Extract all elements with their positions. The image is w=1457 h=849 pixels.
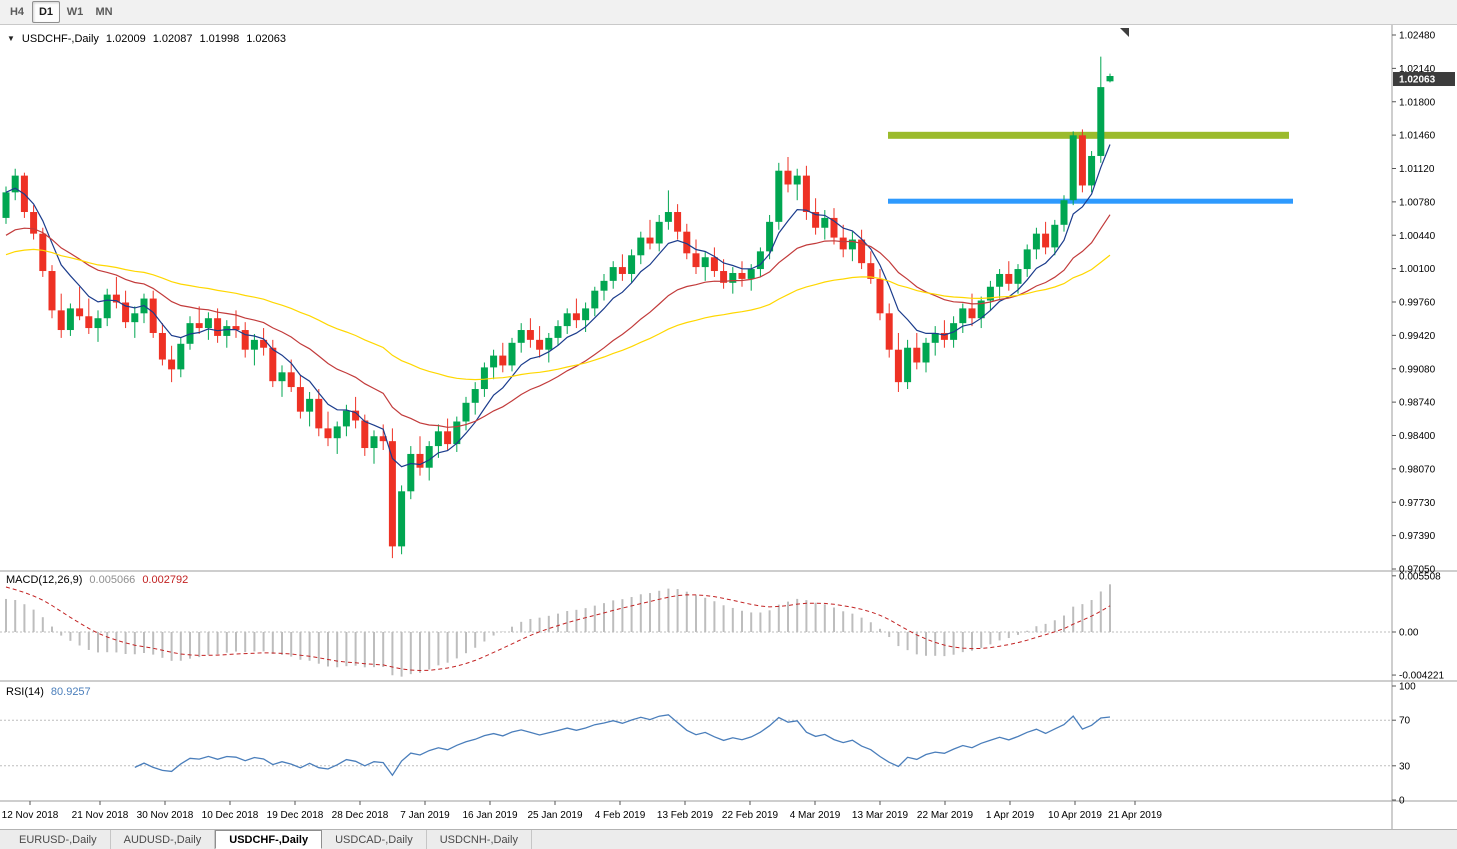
- tab-eurusd-daily[interactable]: EURUSD-,Daily: [6, 830, 111, 849]
- timeframe-button-mn[interactable]: MN: [95, 6, 113, 18]
- svg-text:1 Apr 2019: 1 Apr 2019: [986, 810, 1035, 821]
- ma-mid-line: [5, 214, 1111, 428]
- svg-text:4 Mar 2019: 4 Mar 2019: [790, 810, 841, 821]
- macd-signal-line: [5, 586, 1111, 672]
- tab-usdcad-daily[interactable]: USDCAD-,Daily: [322, 830, 427, 849]
- macd-name: MACD(12,26,9): [6, 574, 83, 586]
- price-axis[interactable]: 1.02480 1.02140 1.01800 1.01460 1.01120 1.007…: [1392, 31, 1436, 576]
- tab-usdcnh-daily[interactable]: USDCNH-,Daily: [427, 830, 532, 849]
- resistance-line[interactable]: [888, 131, 1289, 139]
- svg-text:0.98400: 0.98400: [1399, 431, 1436, 442]
- drawn-objects: [888, 131, 1293, 204]
- current-price-tag: 1.02063: [1393, 72, 1455, 87]
- support-line[interactable]: [888, 198, 1293, 204]
- svg-text:1.01800: 1.01800: [1399, 97, 1436, 108]
- ma-slow-line: [5, 248, 1111, 381]
- collapse-triangle-icon[interactable]: ▼: [7, 34, 15, 43]
- chart-shift-marker-icon[interactable]: [1120, 28, 1129, 37]
- close-value: 1.02063: [246, 33, 286, 45]
- svg-text:70: 70: [1399, 716, 1411, 727]
- svg-text:4 Feb 2019: 4 Feb 2019: [595, 810, 646, 821]
- rsi-label: RSI(14) 80.9257: [6, 686, 91, 698]
- svg-text:10 Dec 2018: 10 Dec 2018: [202, 810, 259, 821]
- rsi-name: RSI(14): [6, 686, 44, 698]
- chart-canvas[interactable]: 1.02480 1.02140 1.01800 1.01460 1.01120 1.007…: [0, 25, 1457, 829]
- svg-text:0: 0: [1399, 796, 1405, 807]
- low-value: 1.01998: [199, 33, 240, 45]
- svg-text:13 Mar 2019: 13 Mar 2019: [852, 810, 909, 821]
- macd-main-value: 0.005066: [89, 574, 136, 586]
- svg-text:0.98070: 0.98070: [1399, 464, 1436, 475]
- tab-usdchf-daily[interactable]: USDCHF-,Daily: [215, 830, 323, 849]
- macd-label: MACD(12,26,9) 0.005066 0.002792: [6, 574, 188, 586]
- symbol-period-label: USDCHF-,Daily: [21, 33, 99, 45]
- candlestick-series: [2, 56, 1114, 559]
- rsi-line: [134, 714, 1111, 777]
- svg-text:1.00100: 1.00100: [1399, 264, 1436, 275]
- svg-text:0.00: 0.00: [1399, 628, 1419, 639]
- macd-axis[interactable]: 0.005508 0.00 -0.004221: [1392, 571, 1444, 682]
- svg-text:21 Nov 2018: 21 Nov 2018: [72, 810, 129, 821]
- svg-text:10 Apr 2019: 10 Apr 2019: [1048, 810, 1102, 821]
- svg-text:0.99760: 0.99760: [1399, 298, 1436, 309]
- svg-text:0.98740: 0.98740: [1399, 398, 1436, 409]
- svg-text:1.02140: 1.02140: [1399, 64, 1436, 75]
- svg-text:1.01120: 1.01120: [1399, 164, 1435, 175]
- timeframe-button-h4[interactable]: H4: [9, 6, 25, 18]
- svg-text:0.005508: 0.005508: [1399, 571, 1441, 582]
- svg-text:1.02063: 1.02063: [1399, 75, 1436, 86]
- tab-audusd-daily[interactable]: AUDUSD-,Daily: [111, 830, 216, 849]
- svg-text:-0.004221: -0.004221: [1399, 671, 1444, 682]
- svg-text:30: 30: [1399, 761, 1411, 772]
- svg-text:12 Nov 2018: 12 Nov 2018: [2, 810, 59, 821]
- timeframe-button-w1[interactable]: W1: [66, 6, 84, 18]
- svg-text:0.97730: 0.97730: [1399, 498, 1436, 509]
- svg-text:0.99420: 0.99420: [1399, 331, 1436, 342]
- timeframe-button-d1[interactable]: D1: [32, 1, 60, 23]
- svg-text:25 Jan 2019: 25 Jan 2019: [527, 810, 582, 821]
- rsi-pane: [0, 714, 1392, 777]
- macd-pane: [0, 584, 1392, 677]
- svg-text:100: 100: [1399, 682, 1416, 693]
- svg-text:0.97050: 0.97050: [1399, 565, 1436, 576]
- svg-text:1.02480: 1.02480: [1399, 31, 1436, 42]
- rsi-axis[interactable]: 100 70 30 0: [1392, 682, 1416, 807]
- svg-text:16 Jan 2019: 16 Jan 2019: [462, 810, 517, 821]
- svg-text:21 Apr 2019: 21 Apr 2019: [1108, 810, 1162, 821]
- svg-text:28 Dec 2018: 28 Dec 2018: [332, 810, 389, 821]
- svg-text:22 Feb 2019: 22 Feb 2019: [722, 810, 779, 821]
- svg-text:1.00780: 1.00780: [1399, 197, 1436, 208]
- svg-text:1.00440: 1.00440: [1399, 231, 1436, 242]
- svg-text:0.97390: 0.97390: [1399, 531, 1436, 542]
- timeframe-toolbar: H4 D1 W1 MN: [0, 0, 1457, 25]
- open-value: 1.02009: [105, 33, 146, 45]
- svg-text:7 Jan 2019: 7 Jan 2019: [400, 810, 450, 821]
- rsi-value: 80.9257: [50, 686, 91, 698]
- svg-text:0.99080: 0.99080: [1399, 364, 1436, 375]
- ma-fast-line: [5, 144, 1111, 468]
- svg-text:22 Mar 2019: 22 Mar 2019: [917, 810, 974, 821]
- svg-text:13 Feb 2019: 13 Feb 2019: [657, 810, 714, 821]
- macd-signal-value: 0.002792: [142, 574, 189, 586]
- high-value: 1.02087: [152, 33, 193, 45]
- svg-text:30 Nov 2018: 30 Nov 2018: [137, 810, 194, 821]
- time-axis[interactable]: 12 Nov 2018 21 Nov 2018 30 Nov 2018 10 Dec …: [2, 801, 1163, 821]
- svg-text:1.01460: 1.01460: [1399, 131, 1436, 142]
- chart-ohlc-header: ▼ USDCHF-,Daily 1.02009 1.02087 1.01998 …: [7, 33, 286, 45]
- moving-averages: [5, 144, 1111, 468]
- svg-text:19 Dec 2018: 19 Dec 2018: [267, 810, 324, 821]
- chart-tab-bar: EURUSD-,Daily AUDUSD-,Daily USDCHF-,Daily U…: [0, 829, 1457, 849]
